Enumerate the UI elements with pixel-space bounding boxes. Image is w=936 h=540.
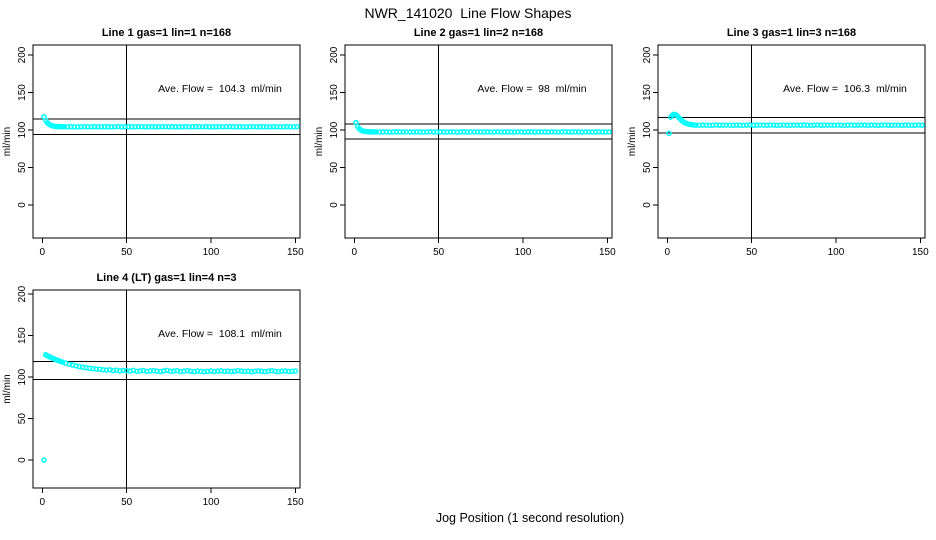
panel-line-4: Line 4 (LT) gas=1 lin=4 n=3 0 50 100 150 0 50…	[0, 268, 322, 526]
axes	[28, 44, 301, 243]
data-points	[41, 114, 300, 130]
data-points	[353, 119, 612, 135]
x-tick-label: 100	[203, 247, 220, 258]
y-tick-label: 200	[17, 46, 28, 63]
x-tick-label: 0	[351, 247, 357, 258]
y-axis-label: ml/min	[627, 127, 638, 156]
x-tick-label: 0	[39, 247, 45, 258]
y-axis-label: ml/min	[2, 127, 13, 156]
panel-title: Line 2 gas=1 lin=2 n=168	[413, 27, 544, 39]
x-tick-label: 50	[746, 247, 758, 258]
y-axis-label: ml/min	[314, 127, 325, 156]
axes	[340, 44, 613, 243]
ave-flow-annotation: Ave. Flow = 106.3 ml/min	[783, 83, 907, 95]
y-tick-label: 50	[17, 413, 28, 425]
y-tick-label: 150	[17, 84, 28, 101]
y-tick-label: 100	[329, 121, 340, 138]
x-tick-label: 150	[912, 247, 929, 258]
y-tick-label: 200	[329, 46, 340, 63]
x-tick-label: 150	[599, 247, 616, 258]
axes	[653, 44, 926, 243]
x-tick-label: 50	[121, 497, 133, 508]
x-axis-title: Jog Position (1 second resolution)	[435, 511, 625, 525]
x-tick-label: 0	[664, 247, 670, 258]
panel-line-3: Line 3 gas=1 lin=3 n=168 0 50 100 150 0 50 100…	[625, 23, 936, 275]
x-tick-label: 50	[121, 247, 133, 258]
x-tick-label: 150	[287, 497, 304, 508]
ave-flow-annotation: Ave. Flow = 104.3 ml/min	[158, 83, 282, 95]
x-tick-label: 150	[287, 247, 304, 258]
figure-title: NWR_141020 Line Flow Shapes	[364, 5, 572, 21]
y-tick-label: 50	[17, 161, 28, 173]
panel-plot-svg: 0 50 100 150 0 50 100 150 200 ml/min	[2, 44, 304, 258]
y-tick-label: 150	[642, 84, 653, 101]
y-tick-label: 200	[642, 46, 653, 63]
ave-flow-annotation: Ave. Flow = 98 ml/min	[477, 83, 587, 95]
y-tick-label: 0	[329, 202, 340, 208]
y-tick-label: 100	[642, 121, 653, 138]
y-tick-label: 150	[329, 84, 340, 101]
y-tick-label: 100	[17, 121, 28, 138]
y-tick-label: 0	[17, 457, 28, 463]
axes	[28, 289, 301, 493]
data-points	[666, 111, 925, 137]
y-axis-label: ml/min	[2, 374, 13, 403]
y-tick-label: 100	[17, 368, 28, 385]
y-tick-label: 50	[642, 161, 653, 173]
x-tick-label: 100	[828, 247, 845, 258]
tick-labels: 0 50 100 150 0 50 100 150 200 ml/min	[2, 46, 304, 258]
panel-line-2: Line 2 gas=1 lin=2 n=168 0 50 100 150 0 50 100…	[312, 23, 634, 275]
x-tick-label: 100	[203, 497, 220, 508]
data-points	[41, 351, 299, 463]
panel-plot-svg: 0 50 100 150 0 50 100 150 200 ml/min	[2, 285, 304, 508]
x-tick-label: 0	[39, 497, 45, 508]
tick-labels: 0 50 100 150 0 50 100 150 200 ml/min	[627, 46, 929, 258]
panel-plot-svg: 0 50 100 150 0 50 100 150 200 ml/min	[627, 44, 929, 258]
x-tick-label: 50	[433, 247, 445, 258]
panel-title: Line 1 gas=1 lin=1 n=168	[101, 27, 232, 39]
y-tick-label: 200	[17, 285, 28, 302]
tick-labels: 0 50 100 150 0 50 100 150 200 ml/min	[314, 46, 616, 258]
panel-title: Line 4 (LT) gas=1 lin=4 n=3	[96, 272, 237, 284]
panel-line-1: Line 1 gas=1 lin=1 n=168 0 50 100 150 0 50 100…	[0, 23, 322, 275]
panel-title: Line 3 gas=1 lin=3 n=168	[726, 27, 857, 39]
y-tick-label: 0	[17, 202, 28, 208]
y-tick-label: 50	[329, 161, 340, 173]
y-tick-label: 150	[17, 327, 28, 344]
x-tick-label: 100	[515, 247, 532, 258]
panel-plot-svg: 0 50 100 150 0 50 100 150 200 ml/min	[314, 44, 616, 258]
tick-labels: 0 50 100 150 0 50 100 150 200 ml/min	[2, 285, 304, 508]
y-tick-label: 0	[642, 202, 653, 208]
ave-flow-annotation: Ave. Flow = 108.1 ml/min	[158, 328, 282, 340]
